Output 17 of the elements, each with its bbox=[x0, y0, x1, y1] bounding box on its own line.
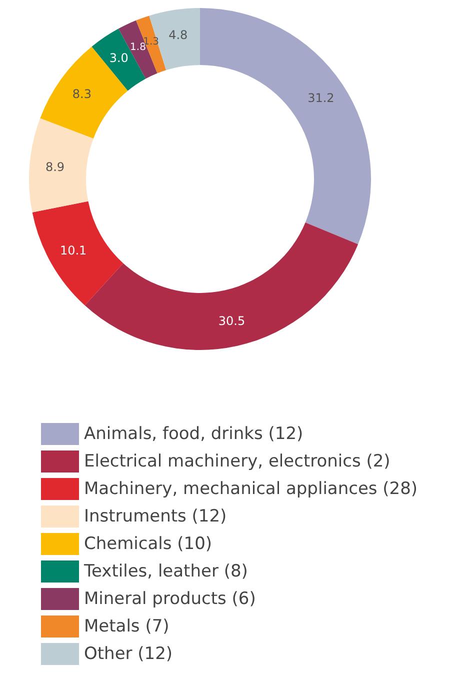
legend-label: Other (12) bbox=[84, 644, 173, 664]
legend-label: Chemicals (10) bbox=[84, 534, 212, 554]
data-label: 3.0 bbox=[109, 51, 128, 66]
legend-label: Animals, food, drinks (12) bbox=[84, 424, 304, 444]
data-label: 10.1 bbox=[60, 244, 87, 258]
data-label: 30.5 bbox=[218, 314, 246, 328]
legend-label: Mineral products (6) bbox=[84, 589, 256, 609]
data-label: 1.8 bbox=[130, 42, 146, 53]
legend-label: Textiles, leather (8) bbox=[83, 562, 248, 582]
legend-label: Electrical machinery, electronics (2) bbox=[84, 452, 390, 472]
legend-label: Instruments (12) bbox=[84, 506, 227, 526]
data-label: 8.3 bbox=[72, 86, 92, 101]
data-label: 8.9 bbox=[45, 160, 65, 174]
data-label: 31.2 bbox=[308, 91, 334, 106]
legend-label: Metals (7) bbox=[84, 616, 170, 636]
legend-label: Machinery, mechanical appliances (28) bbox=[84, 479, 418, 499]
data-label: 4.8 bbox=[168, 28, 188, 42]
